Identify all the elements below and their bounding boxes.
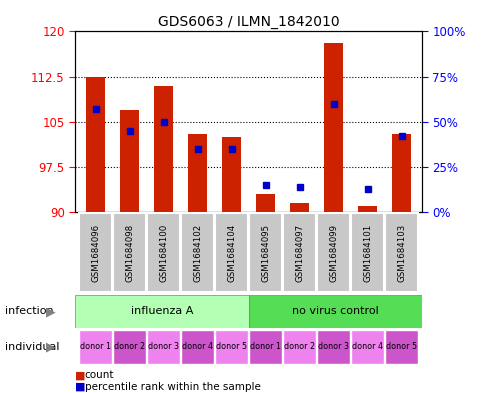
Text: percentile rank within the sample: percentile rank within the sample xyxy=(85,382,260,392)
Text: donor 5: donor 5 xyxy=(215,342,247,351)
Bar xyxy=(154,86,173,212)
Title: GDS6063 / ILMN_1842010: GDS6063 / ILMN_1842010 xyxy=(157,15,339,29)
Text: donor 4: donor 4 xyxy=(182,342,212,351)
FancyBboxPatch shape xyxy=(215,213,247,292)
Bar xyxy=(181,330,213,364)
Text: no virus control: no virus control xyxy=(291,307,378,316)
Bar xyxy=(289,203,308,212)
Bar xyxy=(317,330,349,364)
Text: influenza A: influenza A xyxy=(130,307,193,316)
Text: ▶: ▶ xyxy=(46,305,56,318)
Text: donor 2: donor 2 xyxy=(284,342,315,351)
Bar xyxy=(147,330,180,364)
Text: ■: ■ xyxy=(75,370,89,380)
Text: GSM1684098: GSM1684098 xyxy=(125,224,134,281)
Bar xyxy=(188,134,207,212)
FancyBboxPatch shape xyxy=(79,213,112,292)
FancyBboxPatch shape xyxy=(384,213,417,292)
Text: donor 1: donor 1 xyxy=(250,342,281,351)
FancyBboxPatch shape xyxy=(317,213,349,292)
Text: ■: ■ xyxy=(75,382,89,392)
Bar xyxy=(384,330,417,364)
Text: GSM1684099: GSM1684099 xyxy=(328,224,337,281)
Text: GSM1684104: GSM1684104 xyxy=(227,223,236,282)
Text: donor 3: donor 3 xyxy=(148,342,179,351)
FancyBboxPatch shape xyxy=(249,213,281,292)
Text: GSM1684095: GSM1684095 xyxy=(260,224,270,281)
FancyBboxPatch shape xyxy=(283,213,315,292)
Text: donor 5: donor 5 xyxy=(385,342,416,351)
Text: GSM1684096: GSM1684096 xyxy=(91,224,100,281)
Bar xyxy=(358,206,376,212)
FancyBboxPatch shape xyxy=(147,213,180,292)
Text: ▶: ▶ xyxy=(46,340,56,353)
Bar xyxy=(79,330,112,364)
Bar xyxy=(323,44,342,212)
Text: GSM1684100: GSM1684100 xyxy=(159,223,168,282)
FancyBboxPatch shape xyxy=(113,213,146,292)
Text: infection: infection xyxy=(5,307,53,316)
Text: GSM1684097: GSM1684097 xyxy=(294,224,303,281)
Text: individual: individual xyxy=(5,342,59,352)
Bar xyxy=(392,134,410,212)
Text: GSM1684103: GSM1684103 xyxy=(396,223,405,282)
Text: count: count xyxy=(85,370,114,380)
Bar xyxy=(120,110,138,212)
Bar xyxy=(249,330,281,364)
Bar xyxy=(256,194,274,212)
Bar xyxy=(350,330,383,364)
Bar xyxy=(215,330,247,364)
Bar xyxy=(86,77,105,212)
Bar xyxy=(222,137,241,212)
FancyBboxPatch shape xyxy=(181,213,213,292)
Text: donor 2: donor 2 xyxy=(114,342,145,351)
Bar xyxy=(283,330,315,364)
Text: GSM1684102: GSM1684102 xyxy=(193,223,202,282)
Text: GSM1684101: GSM1684101 xyxy=(363,223,371,282)
Bar xyxy=(248,295,421,328)
Text: donor 4: donor 4 xyxy=(351,342,382,351)
Text: donor 3: donor 3 xyxy=(318,342,348,351)
Bar xyxy=(75,295,248,328)
Bar xyxy=(113,330,146,364)
Text: donor 1: donor 1 xyxy=(80,342,111,351)
FancyBboxPatch shape xyxy=(350,213,383,292)
